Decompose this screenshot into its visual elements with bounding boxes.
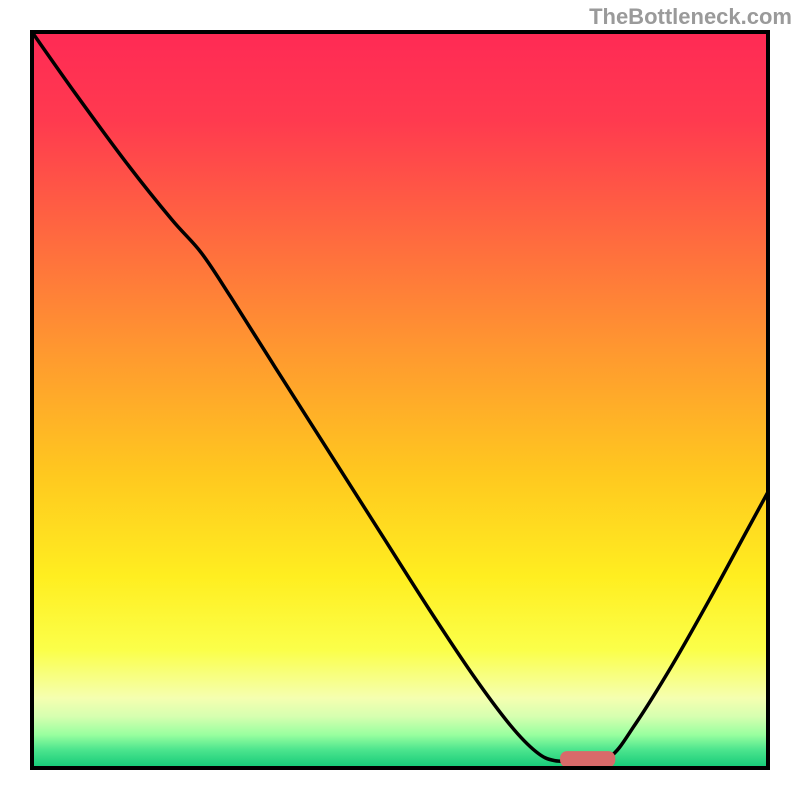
- plot-background: [32, 32, 768, 768]
- valley-marker: [560, 751, 615, 767]
- bottleneck-chart: [0, 0, 800, 800]
- chart-container: { "watermark": { "text": "TheBottleneck.…: [0, 0, 800, 800]
